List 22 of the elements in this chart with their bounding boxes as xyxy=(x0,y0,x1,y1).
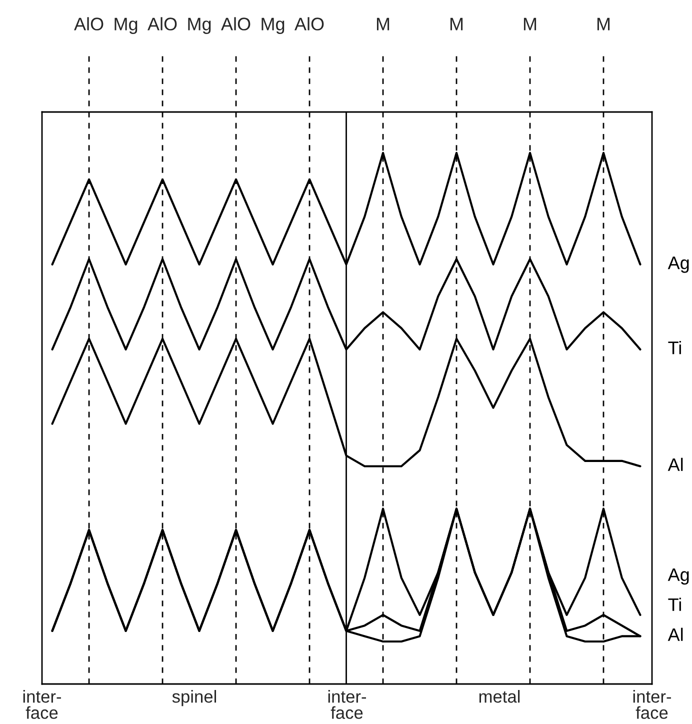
x-tick-label: AlO xyxy=(221,17,250,30)
x-tick-label: M xyxy=(450,18,463,30)
x-tick-label: AlO xyxy=(148,17,177,30)
text: metal xyxy=(479,690,520,703)
text: Ti xyxy=(668,598,681,611)
x-tick-label: AlO xyxy=(74,17,104,30)
x-tick-label: Mg xyxy=(114,18,138,34)
x-tick-label: M xyxy=(597,18,610,30)
series-label: Al xyxy=(668,628,683,641)
x-tick-label: AlO xyxy=(294,17,324,30)
text: inter- face xyxy=(328,690,366,719)
series-label: Ag xyxy=(668,256,689,273)
x-tick-label: M xyxy=(524,18,536,30)
series-label: Al xyxy=(668,458,683,471)
x-tick-label: Mg xyxy=(188,18,211,34)
text: spinel xyxy=(172,690,216,706)
x-tick-label: Mg xyxy=(262,18,284,34)
x-tick-label: M xyxy=(376,18,390,30)
text: inter- face xyxy=(633,690,672,719)
series-label: Ti xyxy=(668,340,681,354)
text: Ag xyxy=(668,568,689,585)
text: inter- face xyxy=(23,690,62,719)
